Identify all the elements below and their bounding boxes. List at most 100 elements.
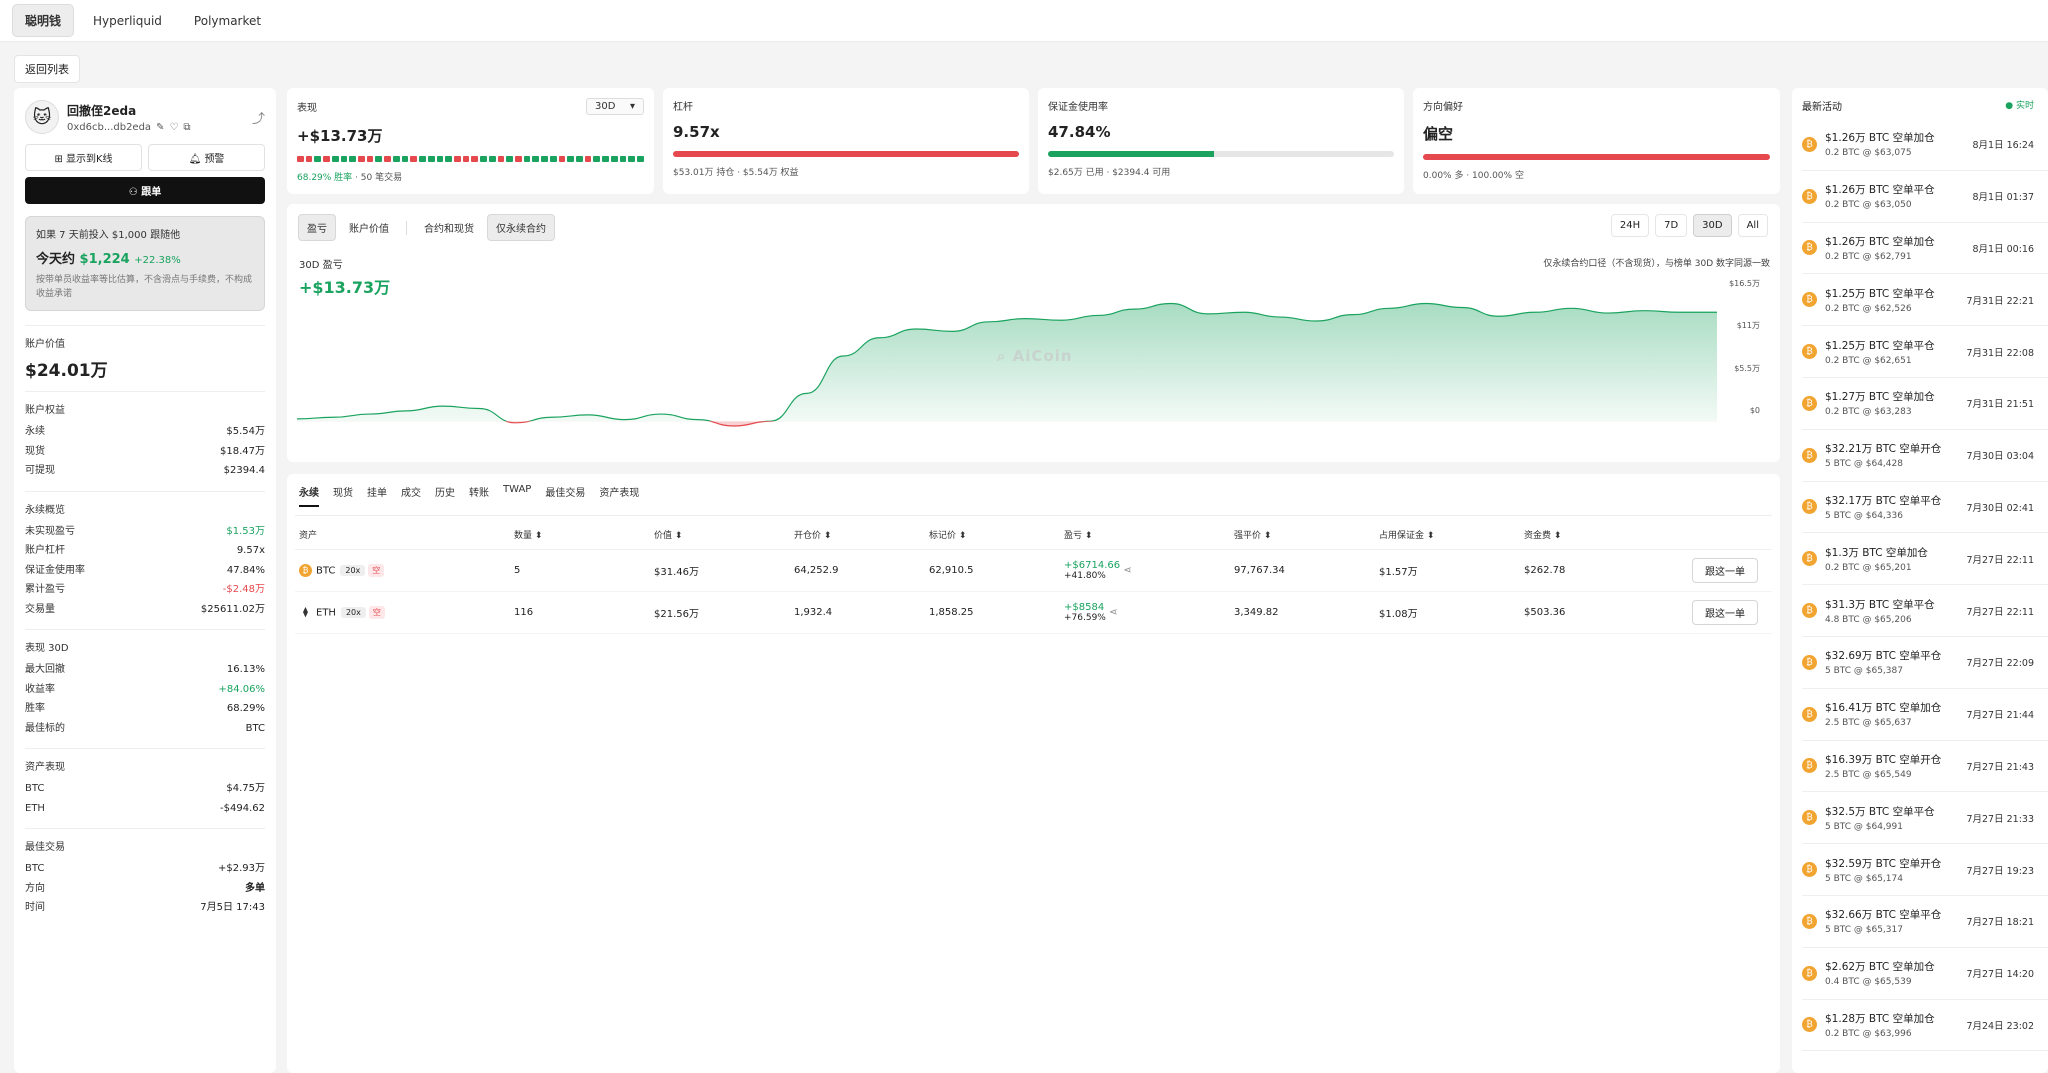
tab-hyperliquid[interactable]: Hyperliquid bbox=[93, 13, 162, 28]
activity-item[interactable]: ₿ $16.39万 BTC 空单开仓 2.5 BTC @ $65,549 7月27日 … bbox=[1802, 741, 2048, 793]
column-header[interactable]: 资金费 ⬍ bbox=[1520, 520, 1660, 550]
tab-contract-and-spot[interactable]: 合约和现货 bbox=[424, 224, 474, 235]
activity-item[interactable]: ₿ $32.17万 BTC 空单平仓 5 BTC @ $64,336 7月30日 02… bbox=[1802, 482, 2048, 534]
activity-item[interactable]: ₿ $1.25万 BTC 空单平仓 0.2 BTC @ $62,526 7月31日 2… bbox=[1802, 274, 2048, 327]
btc-icon: ₿ bbox=[1802, 965, 1817, 981]
show-on-kline-button[interactable]: ⊞ 显示到K线 bbox=[25, 144, 142, 171]
funding-cell: $503.36 bbox=[1520, 591, 1660, 634]
positions-tab[interactable]: 转账 bbox=[469, 488, 489, 499]
activity-time: 7月27日 22:09 bbox=[1966, 658, 2034, 670]
back-to-list-button[interactable]: 返回列表 bbox=[14, 55, 80, 83]
leverage-badge: 20x bbox=[340, 565, 366, 577]
column-header[interactable]: 数量 ⬍ bbox=[510, 520, 650, 550]
follow-position-button[interactable]: 跟这一单 bbox=[1692, 558, 1758, 583]
pnl-cell: +$6714.66 +41.80% ⋖ bbox=[1060, 549, 1230, 592]
stat-label: BTC bbox=[25, 783, 45, 794]
bell-icon: 🔔︎ bbox=[188, 154, 205, 165]
qty-cell: 116 bbox=[510, 591, 650, 634]
tab-smart-money[interactable]: 聪明钱 bbox=[12, 4, 75, 37]
stat-label: ETH bbox=[25, 802, 45, 814]
stat-value: 68.29% bbox=[226, 703, 265, 714]
stat-row: 最佳标的 BTC bbox=[25, 719, 265, 739]
tab-pnl[interactable]: 盈亏 bbox=[298, 214, 336, 241]
top-nav: 聪明钱 Hyperliquid Polymarket bbox=[0, 0, 2048, 42]
activity-item[interactable]: ₿ $32.66万 BTC 空单平仓 5 BTC @ $65,317 7月27日 18… bbox=[1802, 896, 2048, 948]
stat-value: $5.54万 bbox=[226, 426, 265, 437]
tab-account-value[interactable]: 账户价值 bbox=[349, 224, 389, 235]
activity-item[interactable]: ₿ $1.26万 BTC 空单平仓 0.2 BTC @ $63,050 8月1日 01… bbox=[1802, 171, 2048, 223]
column-header[interactable]: 标记价 ⬍ bbox=[925, 520, 1060, 550]
activity-item[interactable]: ₿ $1.3万 BTC 空单加仓 0.2 BTC @ $65,201 7月27日 22… bbox=[1802, 533, 2048, 586]
positions-tab[interactable]: TWAP bbox=[503, 484, 532, 495]
activity-item[interactable]: ₿ $32.69万 BTC 空单平仓 5 BTC @ $65,387 7月27日 22… bbox=[1802, 637, 2048, 689]
loss-segment bbox=[514, 156, 522, 162]
column-header[interactable]: 占用保证金 ⬍ bbox=[1375, 520, 1520, 550]
loss-segment bbox=[297, 156, 304, 162]
activity-item[interactable]: ₿ $32.5万 BTC 空单平仓 5 BTC @ $64,991 7月27日 21:… bbox=[1802, 792, 2048, 845]
activity-item[interactable]: ₿ $1.28万 BTC 空单加仓 0.2 BTC @ $63,996 7月24日 2… bbox=[1802, 1000, 2048, 1052]
activity-item[interactable]: ₿ $32.21万 BTC 空单开仓 5 BTC @ $64,428 7月30日 03… bbox=[1802, 430, 2048, 482]
chart-value: +$13.73万 bbox=[299, 278, 391, 297]
positions-tab[interactable]: 现货 bbox=[333, 488, 353, 499]
column-header[interactable]: 盈亏 ⬍ bbox=[1060, 520, 1230, 550]
activity-panel: 最新活动 ● 实时 ₿ $1.26万 BTC 空单加仓 0.2 BTC @ $63,0… bbox=[1792, 88, 2048, 1073]
heart-icon[interactable]: ♡ bbox=[169, 121, 179, 133]
activity-item[interactable]: ₿ $16.41万 BTC 空单加仓 2.5 BTC @ $65,637 7月27日 … bbox=[1802, 689, 2048, 741]
btc-icon: ₿ bbox=[1802, 136, 1817, 152]
timeframe-24h[interactable]: 24H bbox=[1610, 214, 1650, 237]
positions-tab[interactable]: 历史 bbox=[435, 488, 455, 499]
positions-tab[interactable]: 挂单 bbox=[367, 488, 387, 499]
copy-icon[interactable]: ⧉ bbox=[183, 121, 191, 133]
asset-cell: ₿ BTC 20x 空 bbox=[295, 549, 510, 592]
liq-price-cell: 97,767.34 bbox=[1230, 549, 1375, 592]
y-tick-label: $0 bbox=[1749, 406, 1760, 415]
activity-item[interactable]: ₿ $1.27万 BTC 空单加仓 0.2 BTC @ $63,283 7月31日 2… bbox=[1802, 378, 2048, 430]
activity-item[interactable]: ₿ $1.26万 BTC 空单加仓 0.2 BTC @ $62,791 8月1日 00… bbox=[1802, 223, 2048, 275]
timeframe-30d[interactable]: 30D bbox=[1693, 214, 1732, 237]
perp-overview-section: 永续概览 未实现盈亏 $1.53万 账户杠杆 9.57x 保证金使用率 47.84% 累计盈… bbox=[25, 490, 265, 620]
positions-tab[interactable]: 成交 bbox=[401, 488, 421, 499]
share-icon[interactable]: ⤴ bbox=[251, 111, 265, 127]
edit-icon[interactable]: ✎ bbox=[156, 121, 165, 133]
btc-icon: ₿ bbox=[1802, 758, 1817, 774]
stat-value: 7月5日 17:43 bbox=[200, 902, 265, 913]
activity-item[interactable]: ₿ $32.59万 BTC 空单开仓 5 BTC @ $65,174 7月27日 19… bbox=[1802, 844, 2048, 896]
activity-item[interactable]: ₿ $2.62万 BTC 空单加仓 0.4 BTC @ $65,539 7月27日 1… bbox=[1802, 948, 2048, 1000]
positions-tab[interactable]: 永续 bbox=[299, 484, 319, 507]
stat-label: 交易量 bbox=[25, 603, 55, 615]
stat-row: 收益率 +84.06% bbox=[25, 680, 265, 700]
column-header[interactable]: 开仓价 ⬍ bbox=[790, 520, 925, 550]
tab-polymarket[interactable]: Polymarket bbox=[193, 13, 262, 28]
win-segment bbox=[628, 156, 636, 162]
activity-item[interactable]: ₿ $1.25万 BTC 空单平仓 0.2 BTC @ $62,651 7月31日 2… bbox=[1802, 326, 2048, 378]
win-segment bbox=[549, 156, 557, 162]
activity-item[interactable]: ₿ $31.3万 BTC 空单平仓 4.8 BTC @ $65,206 7月27日 2… bbox=[1802, 585, 2048, 637]
chart-label: 30D 盈亏 bbox=[299, 260, 343, 271]
stat-label: 现货 bbox=[25, 445, 45, 457]
positions-tab[interactable]: 资产表现 bbox=[599, 488, 640, 499]
column-header[interactable]: 强平价 ⬍ bbox=[1230, 520, 1375, 550]
direction-badge: 空 bbox=[368, 564, 385, 578]
share-icon[interactable]: ⋖ bbox=[1123, 565, 1132, 576]
activity-item[interactable]: ₿ $1.26万 BTC 空单加仓 0.2 BTC @ $63,075 8月1日 16… bbox=[1802, 119, 2048, 171]
share-icon[interactable]: ⋖ bbox=[1109, 607, 1118, 618]
value-cell: $31.46万 bbox=[650, 549, 790, 592]
positions-tab[interactable]: 最佳交易 bbox=[545, 488, 586, 499]
alert-button[interactable]: 🔔︎ 预警 bbox=[148, 144, 265, 171]
chevron-down-icon: ▾ bbox=[629, 101, 635, 112]
period-select[interactable]: 30D ▾ bbox=[586, 98, 644, 115]
win-segment bbox=[375, 156, 383, 162]
stat-label: 可提现 bbox=[25, 465, 55, 476]
win-segment bbox=[576, 156, 583, 162]
tab-perp-only[interactable]: 仅永续合约 bbox=[487, 214, 555, 241]
asset-cell: ⧫ ETH 20x 空 bbox=[295, 591, 510, 634]
timeframe-all[interactable]: All bbox=[1737, 214, 1768, 237]
follow-position-button[interactable]: 跟这一单 bbox=[1692, 600, 1758, 625]
timeframe-7d[interactable]: 7D bbox=[1655, 214, 1688, 237]
activity-time: 7月27日 21:43 bbox=[1966, 761, 2034, 773]
activity-time: 8月1日 16:24 bbox=[1972, 140, 2035, 152]
column-header[interactable]: 价值 ⬍ bbox=[650, 520, 790, 550]
btc-icon: ₿ bbox=[1802, 188, 1817, 204]
copy-trade-button[interactable]: ⚇ 跟单 bbox=[25, 177, 265, 204]
activity-time: 7月31日 22:08 bbox=[1966, 347, 2034, 359]
